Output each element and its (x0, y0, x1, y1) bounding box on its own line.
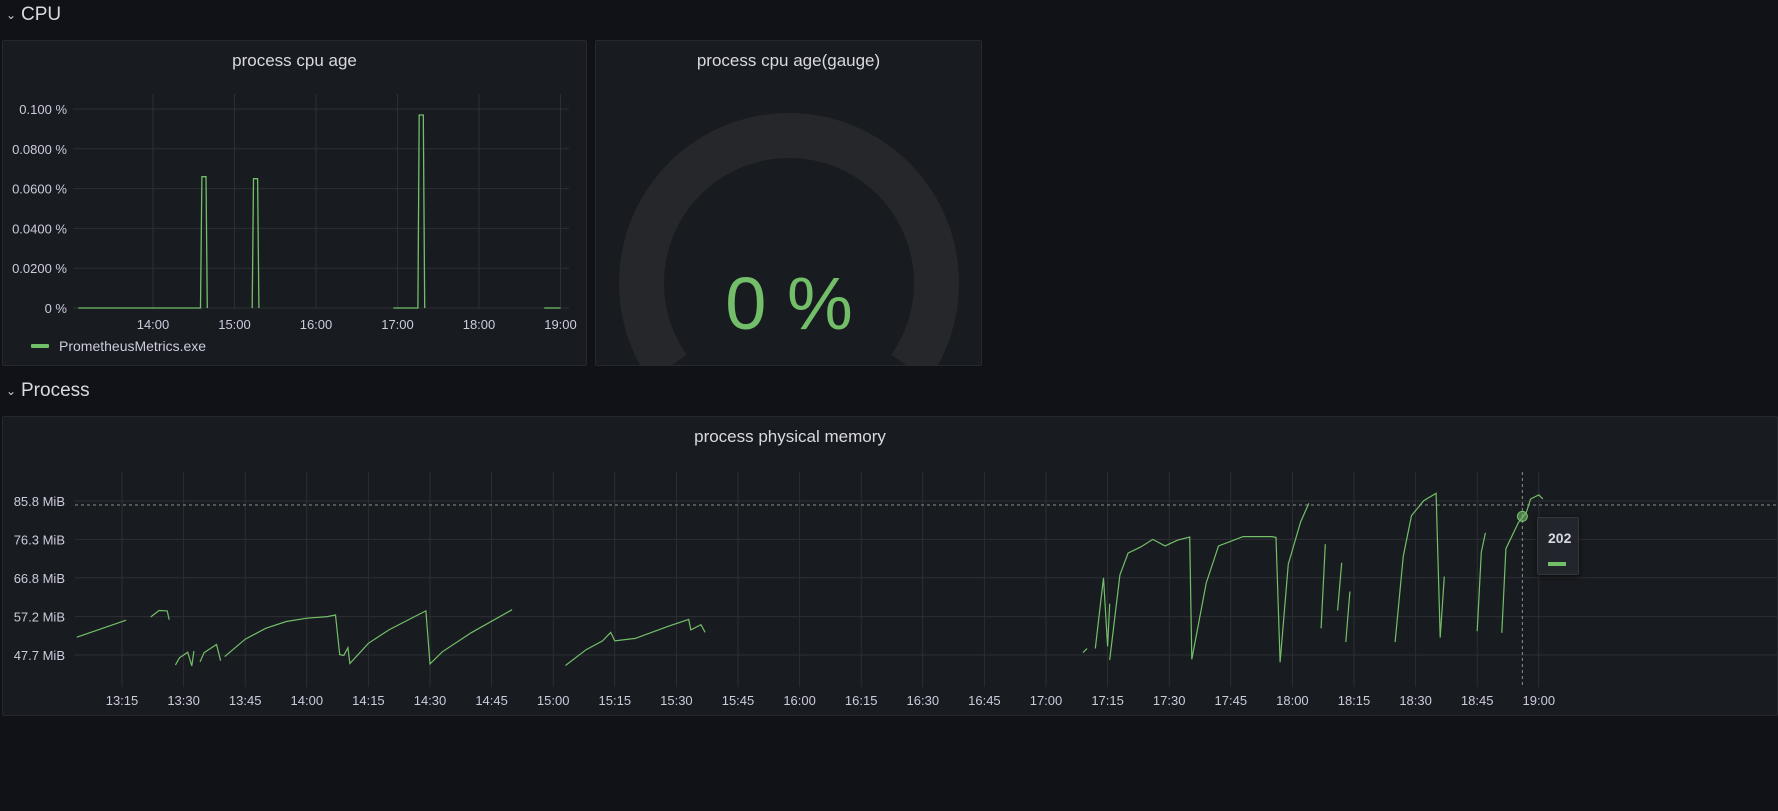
x-tick-label: 17:15 (1091, 693, 1124, 708)
physical-memory-chart[interactable]: 47.7 MiB 57.2 MiB 66.8 MiB 76.3 MiB 85.8 MiB… (3, 417, 1778, 716)
x-tick-label: 16:45 (968, 693, 1001, 708)
x-tick-label: 17:00 (1030, 693, 1063, 708)
x-tick-label: 13:30 (167, 693, 200, 708)
x-tick-label: 15:00 (537, 693, 570, 708)
x-tick-label: 15:15 (599, 693, 632, 708)
x-tick-label: 17:30 (1153, 693, 1186, 708)
row-title-cpu: CPU (21, 4, 62, 25)
x-tick-label: 16:15 (845, 693, 878, 708)
series-line (1320, 544, 1326, 629)
tooltip-time: 202 (1548, 530, 1572, 546)
x-tick-label: 16:00 (783, 693, 816, 708)
x-tick-label: 14:30 (414, 693, 447, 708)
x-tick-label: 18:30 (1399, 693, 1432, 708)
panel-cpu-gauge[interactable]: process cpu age(gauge) 0 % (595, 40, 982, 366)
gauge-track (619, 113, 959, 365)
series-line (199, 643, 222, 663)
y-tick-label: 85.8 MiB (14, 494, 65, 509)
gauge: 0 % (619, 113, 959, 365)
x-tick-label: 14:45 (475, 693, 508, 708)
legend-label: PrometheusMetrics.exe (59, 338, 207, 354)
x-tick-label: 17:45 (1215, 693, 1248, 708)
series-line (1501, 494, 1544, 633)
series-line (76, 619, 127, 638)
x-tick-label: 15:00 (218, 317, 251, 332)
row-title-process: Process (21, 380, 90, 401)
x-tick-label: 19:00 (1523, 693, 1556, 708)
x-tick-label: 18:15 (1338, 693, 1371, 708)
tooltip-swatch (1548, 562, 1566, 566)
cpu-age-chart[interactable]: 0 % 0.0200 % 0.0400 % 0.0600 % 0.0800 % 0.100… (3, 41, 587, 366)
x-tick-label: 14:00 (137, 317, 170, 332)
panel-title: process cpu age (232, 51, 357, 70)
series-line (174, 650, 195, 667)
y-tick-label: 0.0400 % (12, 221, 67, 236)
x-tick-label: 14:00 (291, 693, 324, 708)
y-tick-label: 76.3 MiB (14, 532, 65, 547)
x-tick-label: 17:00 (381, 317, 414, 332)
series-line (224, 609, 513, 666)
legend-item[interactable]: PrometheusMetrics.exe (31, 338, 206, 354)
series-line (1094, 577, 1111, 649)
series-line (1337, 562, 1343, 611)
panel-cpu-age[interactable]: process cpu age 0 % 0.0200 % 0.0400 % 0.060… (2, 40, 587, 366)
x-tick-label: 13:15 (106, 693, 139, 708)
row-header-cpu[interactable]: ⌄ CPU (0, 0, 61, 30)
panel-title: process physical memory (694, 427, 886, 446)
y-tick-label: 0.0600 % (12, 182, 67, 197)
gauge-value: 0 % (725, 262, 853, 345)
series-line (78, 114, 561, 309)
y-tick-label: 66.8 MiB (14, 571, 65, 586)
x-tick-label: 19:00 (544, 317, 577, 332)
x-tick-label: 18:00 (463, 317, 496, 332)
chevron-down-icon: ⌄ (6, 8, 17, 22)
y-tick-label: 0.0800 % (12, 142, 67, 157)
series-line (1476, 532, 1486, 632)
x-tick-label: 16:30 (907, 693, 940, 708)
series-line (150, 609, 170, 620)
y-tick-label: 47.7 MiB (14, 648, 65, 663)
panel-physical-memory[interactable]: process physical memory 47.7 MiB 57.2 MiB… (2, 416, 1778, 716)
x-tick-label: 15:30 (660, 693, 693, 708)
y-tick-label: 57.2 MiB (14, 610, 65, 625)
hover-tooltip: 202 (1537, 517, 1579, 575)
series-line (565, 618, 706, 666)
series-line (1345, 591, 1351, 643)
x-tick-label: 18:00 (1276, 693, 1309, 708)
x-tick-label: 15:45 (722, 693, 755, 708)
series-line (1082, 648, 1088, 654)
chevron-down-icon: ⌄ (6, 384, 17, 398)
x-tick-label: 18:45 (1461, 693, 1494, 708)
y-tick-label: 0.0200 % (12, 261, 67, 276)
series-line (1394, 492, 1445, 643)
x-tick-label: 13:45 (229, 693, 262, 708)
y-tick-label: 0 % (45, 301, 68, 316)
x-tick-label: 14:15 (352, 693, 385, 708)
y-tick-label: 0.100 % (19, 102, 67, 117)
legend-swatch (31, 344, 49, 348)
x-tick-label: 16:00 (300, 317, 333, 332)
series-line (1109, 503, 1310, 663)
row-header-process[interactable]: ⌄ Process (0, 376, 90, 406)
panel-title: process cpu age(gauge) (696, 51, 881, 70)
hover-point (1516, 510, 1528, 522)
